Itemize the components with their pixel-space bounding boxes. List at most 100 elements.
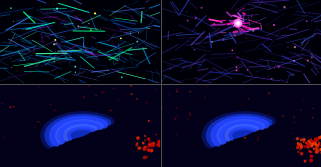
Point — [52, 60, 57, 63]
Point — [134, 98, 140, 100]
Point — [301, 98, 306, 100]
Point — [158, 139, 163, 142]
Point — [48, 52, 53, 55]
Point — [270, 135, 275, 137]
Polygon shape — [60, 124, 99, 141]
Polygon shape — [66, 127, 95, 139]
Point — [149, 143, 154, 145]
Point — [134, 143, 140, 145]
Point — [306, 137, 311, 139]
Point — [173, 118, 178, 120]
Point — [218, 130, 223, 132]
Point — [88, 29, 93, 31]
Point — [66, 135, 71, 138]
Point — [305, 142, 310, 145]
Point — [162, 135, 168, 138]
Point — [317, 141, 321, 144]
Point — [192, 48, 197, 51]
Point — [295, 147, 300, 149]
Point — [11, 105, 16, 108]
Point — [53, 43, 58, 45]
Point — [313, 141, 318, 144]
Point — [242, 136, 247, 139]
Point — [315, 147, 320, 149]
Point — [221, 39, 226, 41]
Point — [174, 107, 179, 109]
Point — [209, 122, 214, 125]
Point — [158, 140, 163, 143]
Point — [151, 143, 156, 145]
Point — [100, 91, 105, 94]
Point — [147, 144, 152, 147]
Point — [137, 147, 143, 149]
Point — [149, 149, 154, 152]
Point — [315, 144, 320, 146]
Point — [296, 151, 301, 153]
Point — [188, 90, 193, 93]
Point — [151, 143, 156, 146]
Polygon shape — [55, 121, 103, 142]
Point — [8, 106, 13, 109]
Point — [116, 98, 121, 101]
Point — [151, 144, 156, 147]
Point — [310, 143, 315, 145]
Point — [154, 144, 159, 146]
Polygon shape — [211, 118, 268, 143]
Point — [261, 118, 266, 120]
Point — [108, 109, 113, 112]
Point — [291, 116, 296, 119]
Point — [128, 85, 134, 88]
Point — [310, 141, 315, 143]
Point — [316, 150, 321, 152]
Point — [2, 136, 7, 139]
Point — [168, 67, 173, 70]
Point — [264, 121, 269, 124]
Point — [295, 136, 300, 138]
Point — [158, 143, 163, 145]
Point — [319, 151, 321, 154]
Point — [308, 150, 313, 153]
Point — [316, 139, 321, 141]
Point — [210, 41, 215, 43]
Point — [236, 22, 241, 25]
Point — [146, 138, 151, 140]
Polygon shape — [223, 124, 259, 140]
Point — [141, 146, 146, 149]
Point — [146, 145, 151, 148]
Point — [306, 146, 311, 148]
Point — [256, 136, 261, 138]
Point — [281, 114, 286, 117]
Point — [211, 137, 216, 139]
Point — [183, 116, 188, 118]
Point — [32, 126, 38, 129]
Point — [307, 143, 312, 146]
Polygon shape — [228, 127, 256, 139]
Point — [160, 106, 165, 109]
Point — [119, 76, 124, 79]
Point — [234, 66, 239, 68]
Point — [252, 117, 257, 120]
Point — [174, 88, 179, 91]
Point — [136, 31, 141, 34]
Point — [251, 29, 256, 32]
Point — [118, 37, 124, 40]
Point — [139, 19, 144, 21]
Point — [314, 138, 319, 141]
Point — [92, 12, 98, 15]
Point — [309, 144, 315, 147]
Point — [313, 143, 318, 146]
Point — [8, 7, 13, 10]
Point — [143, 135, 148, 137]
Point — [319, 135, 321, 138]
Point — [298, 148, 303, 151]
Point — [256, 138, 261, 141]
Point — [302, 138, 307, 141]
Point — [235, 56, 240, 58]
Point — [301, 141, 306, 143]
Point — [185, 19, 190, 22]
Point — [174, 133, 179, 136]
Point — [305, 59, 310, 62]
Point — [188, 113, 193, 116]
Point — [305, 144, 310, 146]
Point — [148, 144, 153, 147]
